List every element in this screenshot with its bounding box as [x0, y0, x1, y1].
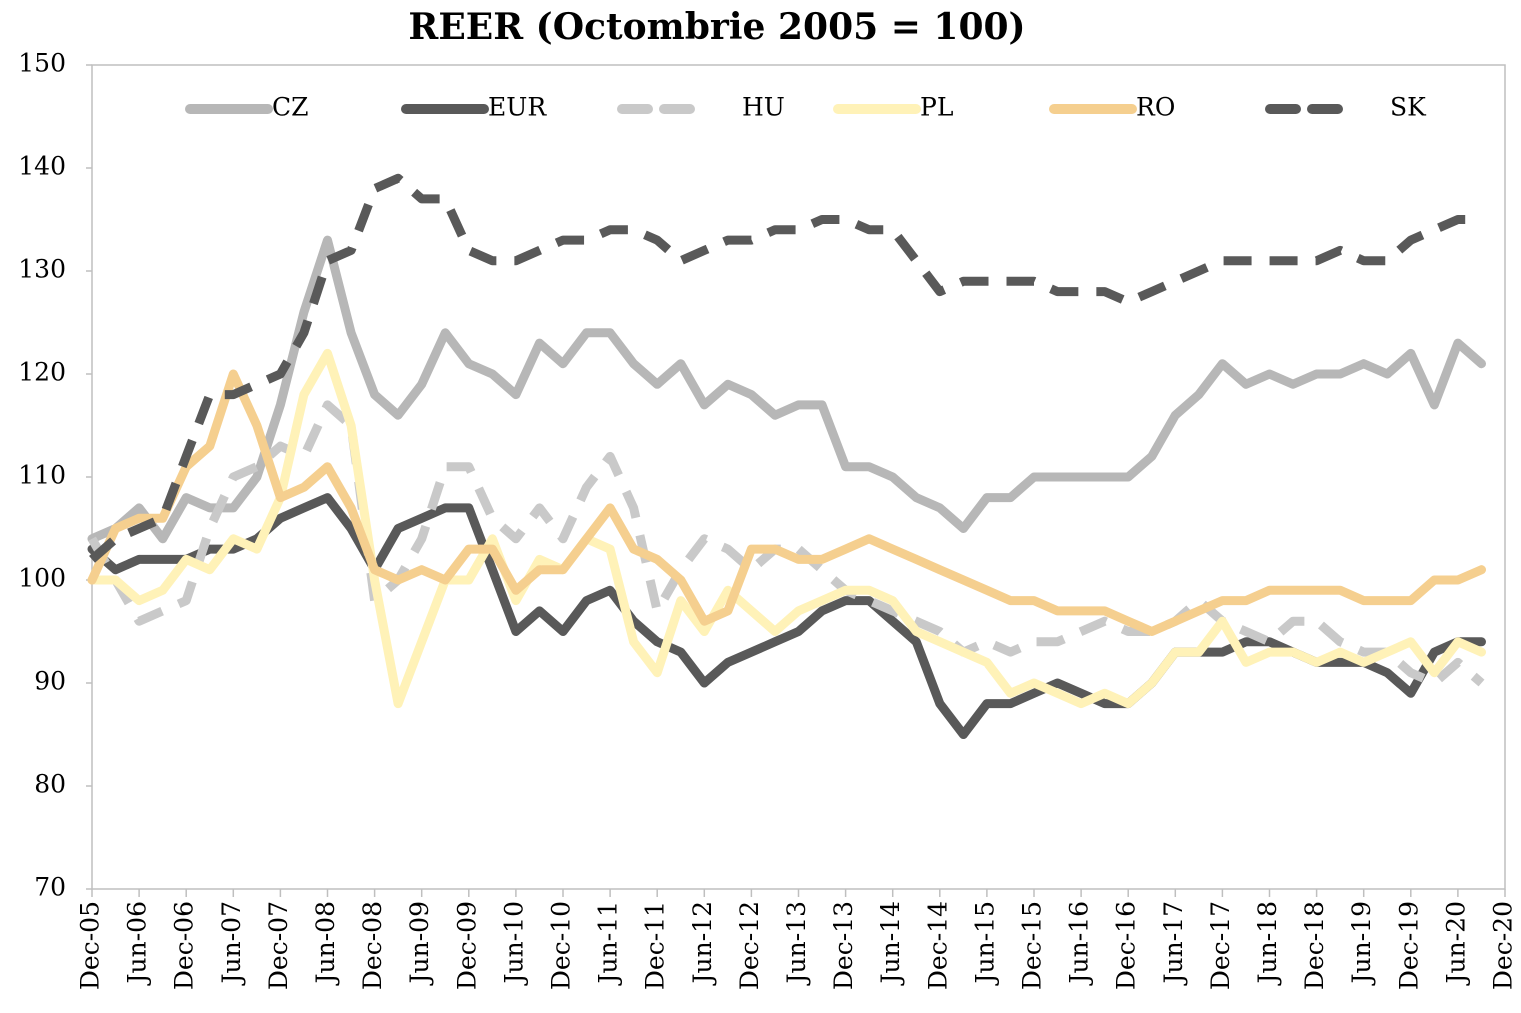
- x-tick-label: Jun-20: [1441, 901, 1470, 986]
- legend-label: RO: [1136, 93, 1175, 122]
- x-tick-label: Dec-11: [641, 901, 670, 990]
- x-tick-label: Dec-05: [76, 901, 105, 990]
- y-tick-label: 130: [18, 255, 66, 284]
- x-tick-label: Dec-10: [547, 901, 576, 990]
- x-tick-label: Jun-11: [594, 901, 623, 986]
- y-tick-label: 90: [34, 667, 66, 696]
- chart-title: REER (Octombrie 2005 = 100): [408, 6, 1025, 48]
- y-tick-label: 120: [18, 358, 66, 387]
- series-line: [87, 369, 1486, 636]
- x-tick-label: Jun-16: [1065, 901, 1094, 986]
- x-tick-label: Dec-13: [829, 901, 858, 990]
- y-tick-label: 140: [18, 152, 66, 181]
- series-line: [89, 173, 1482, 563]
- legend-label: PL: [920, 93, 953, 122]
- legend-label: EUR: [488, 93, 547, 122]
- x-tick-label: Jun-06: [123, 901, 152, 986]
- x-tick-label: Jun-14: [876, 901, 905, 986]
- x-tick-label: Dec-12: [735, 901, 764, 990]
- series-line: [87, 348, 1486, 709]
- legend-label: HU: [742, 93, 785, 122]
- x-tick-label: Jun-08: [311, 901, 340, 986]
- y-tick-label: 100: [18, 564, 66, 593]
- x-tick-label: Jun-18: [1253, 901, 1282, 986]
- x-tick-label: Dec-14: [923, 901, 952, 990]
- series-line: [87, 235, 1486, 544]
- x-tick-label: Jun-19: [1347, 901, 1376, 986]
- plot-area: [91, 64, 1506, 890]
- x-tick-label: Dec-18: [1300, 901, 1329, 990]
- y-tick-label: 150: [18, 49, 66, 78]
- series-line: [88, 400, 1485, 688]
- x-tick-label: Jun-09: [405, 901, 434, 986]
- x-tick-label: Dec-07: [264, 901, 293, 990]
- x-tick-label: Dec-15: [1018, 901, 1047, 990]
- legend-label: SK: [1390, 93, 1427, 122]
- x-tick-label: Dec-17: [1206, 901, 1235, 990]
- y-tick-label: 110: [18, 461, 66, 490]
- x-tick-label: Jun-15: [970, 901, 999, 986]
- x-tick-label: Jun-10: [499, 901, 528, 986]
- x-tick-label: Dec-19: [1394, 901, 1423, 990]
- x-tick-label: Dec-08: [358, 901, 387, 990]
- y-tick-label: 80: [34, 770, 66, 799]
- x-tick-label: Jun-13: [782, 901, 811, 986]
- legend-label: CZ: [272, 93, 309, 122]
- x-tick-label: Jun-17: [1159, 901, 1188, 986]
- x-tick-label: Dec-20: [1489, 901, 1518, 990]
- y-tick-label: 70: [34, 873, 66, 902]
- x-tick-label: Jun-07: [217, 901, 246, 986]
- x-tick-label: Jun-12: [688, 901, 717, 986]
- x-tick-label: Dec-09: [452, 901, 481, 990]
- x-tick-label: Dec-16: [1112, 901, 1141, 990]
- series-line: [87, 493, 1486, 739]
- x-tick-label: Dec-06: [170, 901, 199, 990]
